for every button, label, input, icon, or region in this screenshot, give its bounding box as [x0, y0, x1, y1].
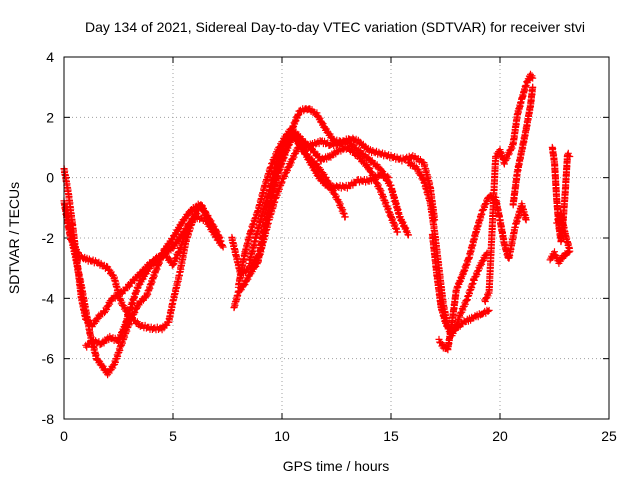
- series-trace-3: [62, 200, 225, 379]
- point-marker: [193, 210, 201, 218]
- point-marker: [361, 159, 369, 167]
- y-tick-label: -6: [42, 351, 55, 367]
- point-marker: [439, 340, 447, 348]
- point-marker: [522, 216, 530, 224]
- x-tick-label: 10: [274, 428, 290, 444]
- y-axis-label: SDTVAR / TECUs: [6, 182, 22, 294]
- point-marker: [529, 83, 537, 91]
- series-trace-15: [548, 143, 574, 246]
- point-marker: [165, 255, 173, 263]
- point-marker: [187, 219, 195, 227]
- x-tick-label: 20: [492, 428, 508, 444]
- point-marker: [162, 250, 170, 258]
- point-marker: [483, 249, 491, 257]
- point-marker: [553, 219, 561, 227]
- point-marker: [527, 73, 535, 81]
- point-marker: [484, 308, 492, 315]
- point-marker: [192, 211, 199, 218]
- y-tick-label: -2: [42, 230, 55, 246]
- point-marker: [198, 204, 206, 211]
- point-marker: [94, 314, 102, 322]
- data-points: [60, 70, 574, 379]
- series-trace-16: [546, 210, 574, 267]
- point-marker: [527, 70, 534, 78]
- series-trace-14: [509, 83, 537, 209]
- point-marker: [219, 243, 227, 251]
- series-trace-9: [256, 128, 402, 258]
- x-tick-label: 5: [169, 428, 177, 444]
- point-marker: [529, 74, 537, 82]
- point-marker: [552, 252, 560, 260]
- point-marker: [91, 319, 98, 327]
- series-trace-5: [228, 140, 349, 279]
- point-marker: [109, 364, 117, 372]
- point-marker: [107, 366, 115, 374]
- y-tick-label: 0: [46, 170, 54, 186]
- point-marker: [341, 213, 349, 221]
- series-trace-4: [82, 210, 201, 351]
- y-tick-label: 4: [46, 49, 54, 65]
- x-tick-label: 15: [383, 428, 399, 444]
- axis-ticks: 0 5 10 15 20 25 -8 -6 -4 -2 0 2 4: [42, 49, 617, 444]
- series-trace-11: [428, 231, 493, 336]
- x-axis-label: GPS time / hours: [283, 458, 390, 474]
- point-marker: [363, 161, 371, 168]
- plot-frame: [63, 56, 610, 420]
- point-marker: [404, 231, 412, 239]
- y-tick-label: -8: [42, 411, 55, 427]
- point-marker: [357, 155, 365, 162]
- point-marker: [191, 214, 199, 222]
- x-tick-label: 0: [60, 428, 68, 444]
- series-trace-8: [245, 105, 439, 267]
- series-trace-13: [481, 70, 537, 305]
- chart-title: Day 134 of 2021, Sidereal Day-to-day VTE…: [85, 19, 585, 35]
- point-marker: [104, 371, 112, 379]
- x-tick-label: 25: [601, 428, 617, 444]
- y-tick-label: -4: [42, 290, 55, 306]
- series-trace-12: [435, 192, 530, 354]
- point-marker: [394, 228, 402, 236]
- point-marker: [217, 237, 225, 245]
- point-marker: [485, 306, 493, 314]
- y-tick-label: 2: [46, 109, 54, 125]
- point-marker: [566, 153, 574, 161]
- grid: [64, 57, 609, 419]
- point-marker: [218, 242, 226, 250]
- point-marker: [117, 297, 125, 304]
